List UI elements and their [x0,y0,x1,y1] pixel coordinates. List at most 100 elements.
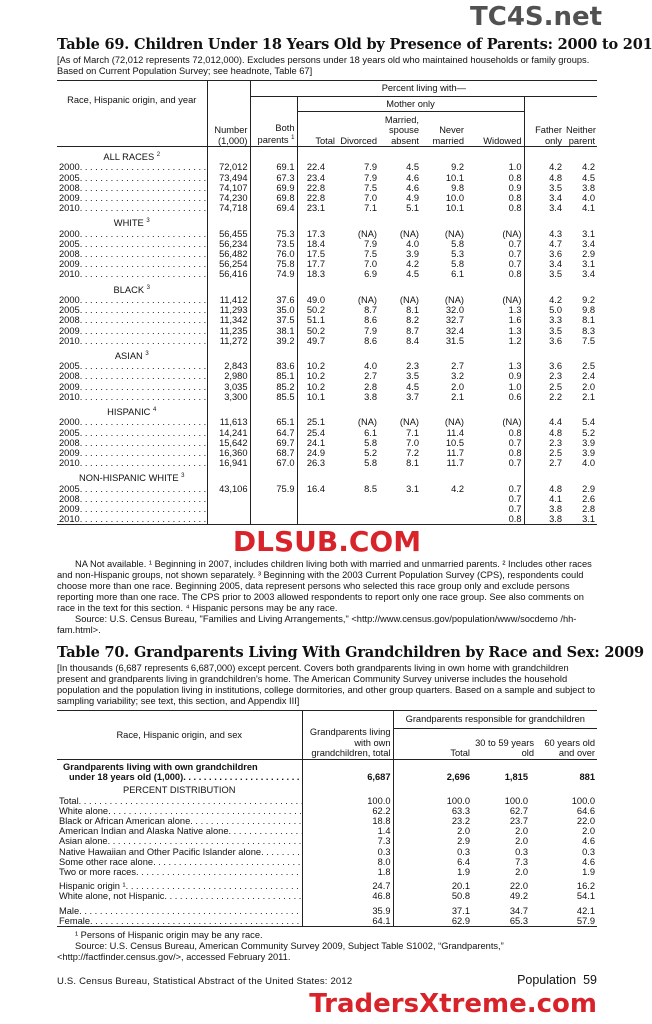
data-cell: 2.9 [457,836,470,847]
summary-label: Grandparents living with own grandchildr… [57,759,303,773]
data-cell: 1.3 [466,305,525,316]
data-cell: 0.7 [466,493,525,505]
data-cell: 1.6 [466,315,525,326]
year-label: 2010 [57,391,208,403]
data-cell: 75.8 [250,259,298,270]
year-label: 2009 [57,325,208,336]
data-cell: 7.1 [406,427,419,438]
data-cell: 2.0 [515,826,528,837]
empty-cell [421,147,466,163]
row-label: American Indian and Alaska Native alone [57,826,303,837]
data-cell: 43,106 [207,483,251,494]
empty-cell [250,213,298,229]
data-cell: 73,494 [207,172,251,183]
empty-cell [297,468,337,483]
data-cell: 5.1 [406,203,419,214]
empty-cell [250,468,298,484]
empty-cell [524,468,564,483]
data-cell: 54.1 [576,891,596,902]
group-row: HISPANIC 4 [57,402,597,418]
data-cell: 0.7 [466,249,525,260]
data-cell: 4.8 [549,483,562,494]
summary-label: under 18 years old (1,000) [57,772,303,783]
data-cell: 3.4 [549,192,562,203]
mother-only-header: Mother only [297,96,525,112]
empty-cell [564,346,597,361]
data-cell [379,494,421,504]
data-cell: 16,941 [207,458,251,469]
data-cell: 56,455 [207,228,251,239]
data-cell [297,494,337,504]
number-header: Number (1,000) [207,80,251,147]
table-row: Native Hawaiian and Other Pacific Island… [57,846,597,857]
data-cell: 4.8 [549,172,562,183]
data-cell: 18.8 [302,815,394,827]
data-cell: 4.0 [582,192,596,203]
data-cell: 3,035 [207,381,251,392]
table-row: Some other race alone8.0 6.4 7.3 4.6 [57,856,597,867]
data-cell: 2.8 [364,381,377,392]
data-cell: 31.5 [445,335,464,346]
data-cell: 3.1 [582,228,596,239]
data-cell: 62.9 [451,915,470,926]
data-cell: 100.0 [504,795,528,806]
data-cell: 8.2 [406,315,419,326]
empty-cell [250,279,298,295]
table-70-title: Table 70. Grandparents Living With Grand… [57,644,644,662]
data-cell: 4.0 [406,238,419,249]
data-cell: 11,342 [207,315,251,326]
data-cell [297,504,337,514]
table-row: Hispanic origin ¹24.7 20.1 22.0 16.2 [57,877,597,892]
data-cell: 16.4 [306,483,325,494]
data-cell: 0.8 [466,514,525,525]
empty-cell [207,279,251,295]
data-cell: 2.0 [582,381,596,392]
empty-cell [379,468,421,483]
footer-section: Population [517,973,577,988]
year-label: 2008 [57,182,208,193]
data-cell: 3.7 [406,391,419,402]
data-cell: 4.6 [406,172,419,183]
data-cell: 4.6 [406,182,419,193]
data-cell: 8.6 [364,335,377,346]
data-cell [297,514,337,525]
data-cell: 17.7 [306,259,325,270]
empty-cell [466,402,525,418]
year-label: 2010 [57,458,208,469]
data-cell: 8.1 [406,305,419,316]
data-cell: 1.9 [457,867,470,877]
data-cell: 5.8 [364,458,377,469]
data-cell: 16,360 [207,447,251,459]
group-footnote-marker: 3 [181,473,185,480]
data-cell: 4.9 [406,192,419,203]
data-cell: 4.7 [549,238,562,249]
data-cell: 3.6 [549,335,562,346]
data-cell: 4.2 [549,294,562,305]
table-row: Black or African American alone18.8 23.2 2… [57,815,597,827]
table-row: Asian alone7.3 2.9 2.0 4.6 [57,836,597,847]
data-cell: 2.8 [582,504,596,515]
age-60-over-header: 60 years old and over [536,728,598,760]
data-cell: 8.1 [406,458,419,469]
table-70-headnote: [In thousands (6,687 represents 6,687,00… [57,663,596,707]
data-cell: 56,254 [207,259,251,270]
data-cell: 24.7 [302,877,394,892]
data-cell: 3.1 [582,259,596,270]
percent-header: Percent living with— [250,80,598,97]
data-cell: 0.7 [466,483,525,494]
data-cell: 8.5 [364,483,377,494]
data-cell: 7.1 [364,203,377,214]
empty-cell [524,402,564,417]
data-cell: (NA) [357,417,377,428]
data-cell: 3.1 [582,514,596,525]
empty-cell [297,213,337,228]
data-cell: 0.7 [466,437,525,448]
data-cell: 100.0 [302,795,394,806]
